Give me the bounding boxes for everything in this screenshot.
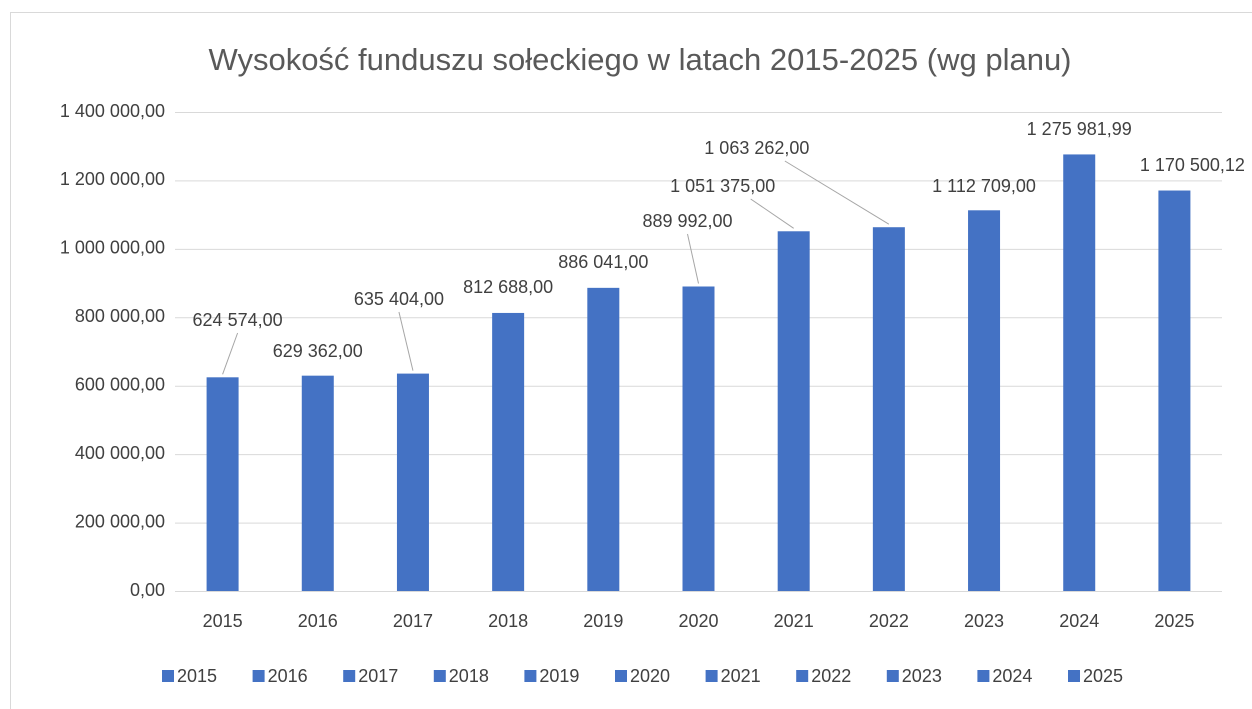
legend-swatch <box>524 670 537 682</box>
x-tick-label: 2019 <box>583 611 623 631</box>
legend-label: 2017 <box>358 666 398 686</box>
x-tick-label: 2022 <box>869 611 909 631</box>
legend-label: 2022 <box>811 666 851 686</box>
y-tick-label: 0,00 <box>130 580 165 600</box>
legend-swatch <box>705 670 718 682</box>
x-tick-label: 2017 <box>393 611 433 631</box>
y-tick-label: 1 200 000,00 <box>60 169 165 189</box>
bar <box>682 286 715 591</box>
legend-label: 2019 <box>539 666 579 686</box>
legend-label: 2023 <box>902 666 942 686</box>
y-tick-label: 1 400 000,00 <box>60 101 165 121</box>
leader-line <box>398 311 414 371</box>
x-tick-label: 2020 <box>678 611 718 631</box>
legend-swatch <box>615 670 627 682</box>
bar <box>206 377 239 591</box>
chart-title: Wysokość funduszu sołeckiego w latach 20… <box>208 42 1071 77</box>
data-label: 1 063 262,00 <box>704 138 809 158</box>
leader-line <box>784 160 890 225</box>
data-label: 886 041,00 <box>558 252 648 272</box>
legend-label: 2021 <box>721 666 761 686</box>
data-label: 629 362,00 <box>273 341 363 361</box>
legend-swatch <box>162 670 174 682</box>
legend-label: 2015 <box>177 666 217 686</box>
y-tick-label: 1 000 000,00 <box>60 238 165 258</box>
data-label: 624 574,00 <box>193 310 283 330</box>
x-tick-label: 2024 <box>1059 611 1099 631</box>
bar <box>587 287 620 591</box>
data-label: 1 112 709,00 <box>932 176 1036 196</box>
legend-label: 2016 <box>268 666 308 686</box>
data-label: 1 051 375,00 <box>670 176 775 196</box>
bar <box>968 210 1001 592</box>
legend-swatch <box>977 670 990 682</box>
bar <box>777 231 810 592</box>
data-label: 635 404,00 <box>354 289 444 309</box>
chart-frame <box>10 12 1252 709</box>
legend-label: 2025 <box>1083 666 1123 686</box>
legend-swatch <box>433 670 446 682</box>
data-label: 1 275 981,99 <box>1027 119 1132 139</box>
y-tick-label: 800 000,00 <box>75 306 165 326</box>
leader-line <box>687 233 699 284</box>
bar <box>301 375 334 591</box>
legend-swatch <box>252 670 265 682</box>
bar <box>1063 154 1096 591</box>
data-label: 889 992,00 <box>642 211 732 231</box>
data-label: 812 688,00 <box>463 277 553 297</box>
legend-swatch <box>886 670 899 682</box>
legend-label: 2018 <box>449 666 489 686</box>
bar <box>1158 190 1191 592</box>
leader-line <box>222 332 239 375</box>
x-tick-label: 2016 <box>298 611 338 631</box>
y-tick-label: 400 000,00 <box>75 443 165 463</box>
legend-label: 2020 <box>630 666 670 686</box>
x-tick-label: 2018 <box>488 611 528 631</box>
legend-swatch <box>1068 670 1080 682</box>
legend-label: 2024 <box>992 666 1032 686</box>
x-tick-label: 2021 <box>774 611 814 631</box>
legend-swatch <box>343 670 356 682</box>
leader-line <box>750 198 794 229</box>
data-label: 1 170 500,12 <box>1140 155 1245 175</box>
x-tick-label: 2025 <box>1154 611 1194 631</box>
bar <box>396 373 429 591</box>
bar <box>872 227 905 591</box>
legend-swatch <box>796 670 809 682</box>
y-tick-label: 200 000,00 <box>75 511 165 531</box>
x-tick-label: 2023 <box>964 611 1004 631</box>
y-tick-label: 600 000,00 <box>75 374 165 394</box>
bar <box>492 312 525 591</box>
x-tick-label: 2015 <box>203 611 243 631</box>
